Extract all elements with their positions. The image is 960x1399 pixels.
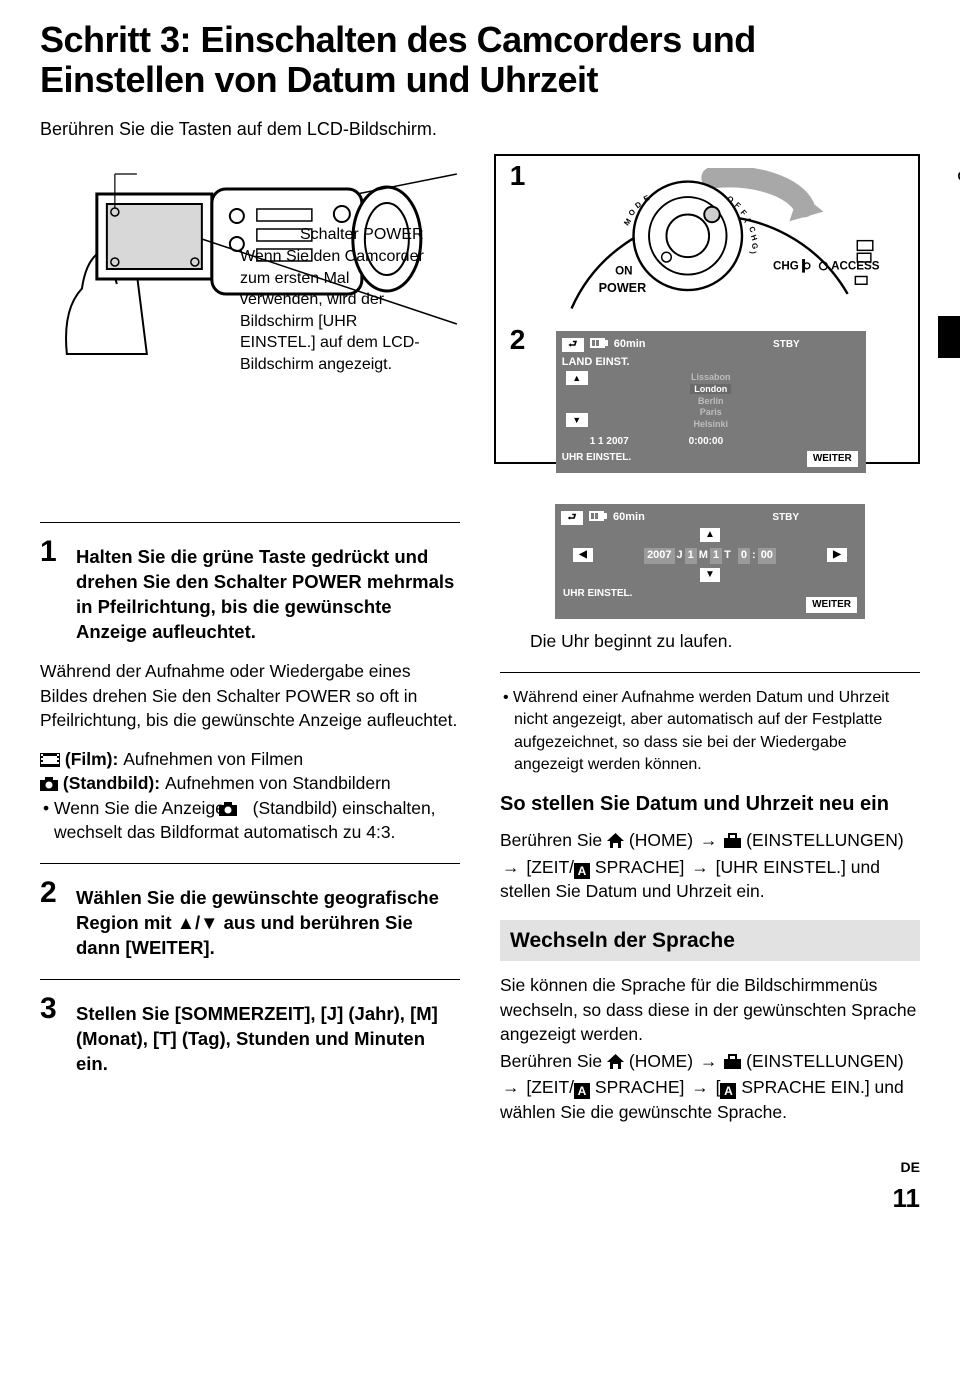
lcd-date: 1 1 2007	[590, 435, 629, 449]
step-1-body: Während der Aufnahme oder Wiedergabe ein…	[40, 659, 460, 733]
intro-text: Berühren Sie die Tasten auf dem LCD-Bild…	[40, 117, 480, 142]
step-number: 2	[40, 878, 66, 908]
lcd-time: 60min	[614, 337, 646, 352]
lcd2-title: UHR EINSTEL.	[563, 587, 632, 601]
power-caption-body: Wenn Sie den Camcorder zum ersten Mal ve…	[240, 248, 424, 373]
camera-icon	[40, 773, 58, 787]
camera-icon	[230, 798, 248, 812]
battery-icon	[589, 511, 607, 526]
city-item: Lissabon	[602, 372, 820, 384]
home-icon	[607, 1053, 629, 1073]
svg-text:): )	[748, 251, 757, 254]
lcd2-up-button: ▲	[700, 528, 720, 542]
svg-text:M: M	[622, 217, 633, 227]
city-item: Berlin	[602, 396, 820, 408]
lcd-back-icon: ⮐	[561, 511, 583, 525]
home-icon	[607, 832, 629, 852]
lcd2-left-button: ◀	[573, 548, 593, 562]
callout-1: 1	[510, 162, 526, 190]
divider	[500, 672, 920, 673]
divider	[40, 979, 460, 980]
change-language-text: Sie können die Sprache für die Bildschir…	[500, 973, 920, 1047]
right-diagram-box: 1 2 ON POWER CHG ACCESS M O	[494, 154, 920, 464]
recording-note: Während einer Aufnahme werden Datum und …	[500, 687, 920, 777]
clock-starts: Die Uhr beginnt zu laufen.	[530, 629, 920, 654]
step-number: 3	[40, 994, 66, 1024]
step-3: 3 Stellen Sie [SOMMERZEIT], [J] (Jahr), …	[40, 994, 460, 1077]
svg-text:ON: ON	[615, 265, 632, 278]
lcd2-time: 60min	[613, 510, 645, 525]
change-language-path: Berühren Sie (HOME) → (EINSTELLUNGEN) → …	[500, 1049, 920, 1125]
step-text: Stellen Sie [SOMMERZEIT], [J] (Jahr), [M…	[76, 994, 460, 1077]
svg-text:CHG: CHG	[773, 260, 799, 273]
lang-a-icon: A	[574, 863, 590, 879]
lcd-weiter-button: WEITER	[807, 451, 858, 467]
film-icon	[40, 749, 60, 763]
lcd-city-list: Lissabon London Berlin Paris Helsinki	[602, 372, 820, 430]
camcorder-illustration: Schalter POWER Wenn Sie den Camcorder zu…	[40, 154, 474, 401]
power-caption: Schalter POWER Wenn Sie den Camcorder zu…	[240, 224, 430, 375]
lcd2-stby: STBY	[772, 511, 799, 525]
svg-text:F: F	[738, 208, 748, 218]
svg-text:POWER: POWER	[598, 281, 646, 295]
reset-datetime-heading: So stellen Sie Datum und Uhrzeit neu ein	[500, 790, 920, 818]
step-text: Halten Sie die grüne Taste gedrückt und …	[76, 537, 460, 645]
page-title: Schritt 3: Einschalten des Camcorders un…	[40, 20, 920, 99]
page-number: DE 11	[40, 1154, 920, 1216]
lcd2-date-row: 2007 J 1 M 1 T 0:00	[603, 548, 817, 563]
city-item: Paris	[602, 407, 820, 419]
power-caption-lead: Schalter POWER	[300, 226, 424, 243]
side-black-tab	[938, 316, 960, 358]
lcd-screen-2: ⮐ 60min STBY ▲ ▼ ◀ ▶ 2007 J 1 M 1 T 0:00…	[555, 504, 865, 619]
lcd-up-button: ▲	[566, 371, 588, 385]
lcd-down-button: ▼	[566, 413, 588, 427]
top-diagram: Schalter POWER Wenn Sie den Camcorder zu…	[40, 154, 920, 464]
content-columns: 1 Halten Sie die grüne Taste gedrückt un…	[40, 504, 920, 1124]
step-number: 1	[40, 537, 66, 567]
step-2: 2 Wählen Sie die gewünschte geografische…	[40, 878, 460, 961]
step-text: Wählen Sie die gewünschte geografische R…	[76, 878, 460, 961]
lcd-stby: STBY	[773, 338, 800, 352]
svg-text:C: C	[747, 225, 758, 234]
svg-text:G: G	[749, 243, 759, 251]
lcd2-right-button: ▶	[827, 548, 847, 562]
lcd-land-einst: LAND EINST.	[562, 355, 860, 370]
section-tab-label: Vorbereitungen	[955, 60, 960, 206]
toolbox-icon	[724, 832, 746, 852]
divider	[40, 863, 460, 864]
divider	[40, 522, 460, 523]
lcd2-down-button: ▼	[700, 568, 720, 582]
battery-icon	[590, 338, 608, 353]
lcd-clock: 0:00:00	[689, 435, 723, 449]
step-1-modes: (Film): Aufnehmen von Filmen (Standbild)…	[40, 747, 460, 796]
city-item: London	[602, 384, 820, 396]
step-1: 1 Halten Sie die grüne Taste gedrückt un…	[40, 537, 460, 844]
lang-a-icon: A	[574, 1083, 590, 1099]
change-language-heading: Wechseln der Sprache	[500, 920, 920, 961]
toolbox-icon	[724, 1053, 746, 1073]
power-dial: ON POWER CHG ACCESS M O D E O F F ( C H …	[510, 168, 904, 323]
lcd-back-icon: ⮐	[562, 338, 584, 352]
callout-2: 2	[510, 326, 526, 354]
list-item: Während einer Aufnahme werden Datum und …	[500, 687, 920, 777]
step-1-bullet: Wenn Sie die Anzeige (Standbild) einscha…	[40, 796, 460, 845]
svg-text:H: H	[749, 234, 759, 242]
right-column: ⮐ 60min STBY ▲ ▼ ◀ ▶ 2007 J 1 M 1 T 0:00…	[500, 504, 920, 1124]
reset-datetime-text: Berühren Sie (HOME) → (EINSTELLUNGEN) → …	[500, 828, 920, 904]
lcd-screen-1: ⮐ 60min STBY LAND EINST. ▲ ▼ Lissabon Lo…	[556, 331, 866, 472]
svg-text:O: O	[626, 208, 637, 219]
lang-a-icon: A	[720, 1083, 736, 1099]
svg-text:ACCESS: ACCESS	[831, 260, 880, 273]
lcd2-weiter-button: WEITER	[806, 597, 857, 613]
city-item: Helsinki	[602, 419, 820, 431]
left-column: 1 Halten Sie die grüne Taste gedrückt un…	[40, 504, 460, 1094]
list-item: Wenn Sie die Anzeige (Standbild) einscha…	[40, 796, 460, 845]
